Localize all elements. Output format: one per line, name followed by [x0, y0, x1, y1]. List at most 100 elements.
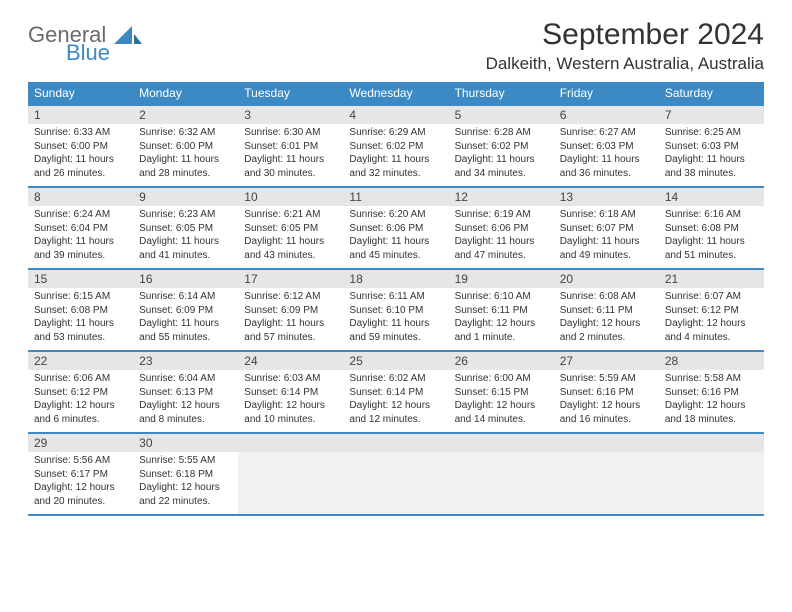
sunrise-line: Sunrise: 6:02 AM: [349, 372, 442, 386]
brand-sub: Blue: [66, 42, 110, 64]
sunset-line: Sunset: 6:16 PM: [560, 386, 653, 400]
sunrise-line: Sunrise: 6:14 AM: [139, 290, 232, 304]
daylight-line: Daylight: 11 hours and 28 minutes.: [139, 153, 232, 180]
sunrise-line: Sunrise: 6:28 AM: [455, 126, 548, 140]
day-content: Sunrise: 6:02 AMSunset: 6:14 PMDaylight:…: [343, 370, 448, 432]
day-content: Sunrise: 6:16 AMSunset: 6:08 PMDaylight:…: [659, 206, 764, 268]
daylight-line: Daylight: 11 hours and 59 minutes.: [349, 317, 442, 344]
sunrise-line: Sunrise: 6:29 AM: [349, 126, 442, 140]
day-number: 18: [343, 270, 448, 288]
sunrise-line: Sunrise: 6:33 AM: [34, 126, 127, 140]
sunset-line: Sunset: 6:17 PM: [34, 468, 127, 482]
day-number: 26: [449, 352, 554, 370]
sunset-line: Sunset: 6:08 PM: [665, 222, 758, 236]
sunrise-line: Sunrise: 6:16 AM: [665, 208, 758, 222]
sunset-line: Sunset: 6:03 PM: [665, 140, 758, 154]
sunrise-line: Sunrise: 6:03 AM: [244, 372, 337, 386]
sunrise-line: Sunrise: 6:12 AM: [244, 290, 337, 304]
day-number: 21: [659, 270, 764, 288]
sunset-line: Sunset: 6:05 PM: [244, 222, 337, 236]
sunset-line: Sunset: 6:15 PM: [455, 386, 548, 400]
day-header: Thursday: [449, 82, 554, 105]
empty-day-cell: [449, 433, 554, 515]
day-content: Sunrise: 6:18 AMSunset: 6:07 PMDaylight:…: [554, 206, 659, 268]
day-content: Sunrise: 6:14 AMSunset: 6:09 PMDaylight:…: [133, 288, 238, 350]
sunset-line: Sunset: 6:06 PM: [455, 222, 548, 236]
day-content: Sunrise: 6:24 AMSunset: 6:04 PMDaylight:…: [28, 206, 133, 268]
day-number: 12: [449, 188, 554, 206]
day-cell: 15Sunrise: 6:15 AMSunset: 6:08 PMDayligh…: [28, 269, 133, 351]
day-cell: 22Sunrise: 6:06 AMSunset: 6:12 PMDayligh…: [28, 351, 133, 433]
day-cell: 24Sunrise: 6:03 AMSunset: 6:14 PMDayligh…: [238, 351, 343, 433]
day-content: Sunrise: 6:00 AMSunset: 6:15 PMDaylight:…: [449, 370, 554, 432]
sunrise-line: Sunrise: 6:07 AM: [665, 290, 758, 304]
day-number: [554, 434, 659, 452]
sunrise-line: Sunrise: 6:10 AM: [455, 290, 548, 304]
sunset-line: Sunset: 6:02 PM: [349, 140, 442, 154]
day-cell: 14Sunrise: 6:16 AMSunset: 6:08 PMDayligh…: [659, 187, 764, 269]
day-cell: 28Sunrise: 5:58 AMSunset: 6:16 PMDayligh…: [659, 351, 764, 433]
daylight-line: Daylight: 11 hours and 39 minutes.: [34, 235, 127, 262]
day-header: Sunday: [28, 82, 133, 105]
sunset-line: Sunset: 6:02 PM: [455, 140, 548, 154]
day-header-row: Sunday Monday Tuesday Wednesday Thursday…: [28, 82, 764, 105]
sunrise-line: Sunrise: 6:00 AM: [455, 372, 548, 386]
empty-day-cell: [238, 433, 343, 515]
location-text: Dalkeith, Western Australia, Australia: [486, 54, 764, 74]
day-cell: 12Sunrise: 6:19 AMSunset: 6:06 PMDayligh…: [449, 187, 554, 269]
sunrise-line: Sunrise: 6:15 AM: [34, 290, 127, 304]
day-cell: 23Sunrise: 6:04 AMSunset: 6:13 PMDayligh…: [133, 351, 238, 433]
sunset-line: Sunset: 6:00 PM: [139, 140, 232, 154]
sunrise-line: Sunrise: 6:30 AM: [244, 126, 337, 140]
daylight-line: Daylight: 12 hours and 4 minutes.: [665, 317, 758, 344]
daylight-line: Daylight: 12 hours and 8 minutes.: [139, 399, 232, 426]
day-cell: 9Sunrise: 6:23 AMSunset: 6:05 PMDaylight…: [133, 187, 238, 269]
sunrise-line: Sunrise: 6:18 AM: [560, 208, 653, 222]
day-header: Wednesday: [343, 82, 448, 105]
day-content: Sunrise: 6:23 AMSunset: 6:05 PMDaylight:…: [133, 206, 238, 268]
sunrise-line: Sunrise: 6:21 AM: [244, 208, 337, 222]
daylight-line: Daylight: 11 hours and 45 minutes.: [349, 235, 442, 262]
day-cell: 2Sunrise: 6:32 AMSunset: 6:00 PMDaylight…: [133, 105, 238, 187]
day-header: Friday: [554, 82, 659, 105]
day-cell: 18Sunrise: 6:11 AMSunset: 6:10 PMDayligh…: [343, 269, 448, 351]
day-cell: 11Sunrise: 6:20 AMSunset: 6:06 PMDayligh…: [343, 187, 448, 269]
daylight-line: Daylight: 12 hours and 20 minutes.: [34, 481, 127, 508]
calendar-table: Sunday Monday Tuesday Wednesday Thursday…: [28, 82, 764, 516]
sunset-line: Sunset: 6:06 PM: [349, 222, 442, 236]
daylight-line: Daylight: 12 hours and 14 minutes.: [455, 399, 548, 426]
sunrise-line: Sunrise: 5:58 AM: [665, 372, 758, 386]
sunrise-line: Sunrise: 6:23 AM: [139, 208, 232, 222]
empty-day-cell: [554, 433, 659, 515]
day-cell: 30Sunrise: 5:55 AMSunset: 6:18 PMDayligh…: [133, 433, 238, 515]
sunrise-line: Sunrise: 6:20 AM: [349, 208, 442, 222]
day-content: [238, 452, 343, 514]
day-number: [449, 434, 554, 452]
day-content: Sunrise: 6:03 AMSunset: 6:14 PMDaylight:…: [238, 370, 343, 432]
daylight-line: Daylight: 11 hours and 55 minutes.: [139, 317, 232, 344]
day-content: Sunrise: 6:25 AMSunset: 6:03 PMDaylight:…: [659, 124, 764, 186]
daylight-line: Daylight: 11 hours and 32 minutes.: [349, 153, 442, 180]
sunset-line: Sunset: 6:16 PM: [665, 386, 758, 400]
week-row: 22Sunrise: 6:06 AMSunset: 6:12 PMDayligh…: [28, 351, 764, 433]
sunrise-line: Sunrise: 5:55 AM: [139, 454, 232, 468]
calendar-body: 1Sunrise: 6:33 AMSunset: 6:00 PMDaylight…: [28, 105, 764, 515]
daylight-line: Daylight: 12 hours and 2 minutes.: [560, 317, 653, 344]
day-cell: 8Sunrise: 6:24 AMSunset: 6:04 PMDaylight…: [28, 187, 133, 269]
day-number: 17: [238, 270, 343, 288]
day-content: Sunrise: 5:55 AMSunset: 6:18 PMDaylight:…: [133, 452, 238, 514]
day-number: 19: [449, 270, 554, 288]
week-row: 1Sunrise: 6:33 AMSunset: 6:00 PMDaylight…: [28, 105, 764, 187]
day-content: Sunrise: 6:30 AMSunset: 6:01 PMDaylight:…: [238, 124, 343, 186]
day-content: Sunrise: 6:29 AMSunset: 6:02 PMDaylight:…: [343, 124, 448, 186]
sunrise-line: Sunrise: 6:24 AM: [34, 208, 127, 222]
day-header: Monday: [133, 82, 238, 105]
day-number: 16: [133, 270, 238, 288]
daylight-line: Daylight: 12 hours and 10 minutes.: [244, 399, 337, 426]
sunset-line: Sunset: 6:09 PM: [244, 304, 337, 318]
day-content: Sunrise: 5:59 AMSunset: 6:16 PMDaylight:…: [554, 370, 659, 432]
page-header: General Blue September 2024 Dalkeith, We…: [28, 18, 764, 74]
daylight-line: Daylight: 11 hours and 36 minutes.: [560, 153, 653, 180]
daylight-line: Daylight: 11 hours and 30 minutes.: [244, 153, 337, 180]
day-content: [449, 452, 554, 514]
